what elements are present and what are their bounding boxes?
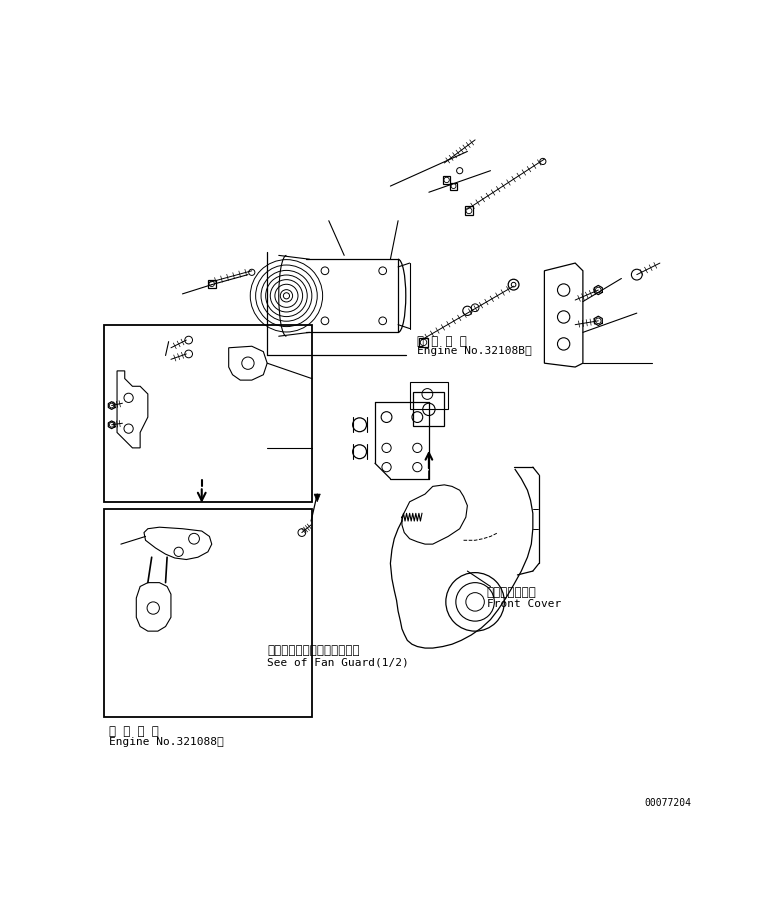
Text: 適 用 号 機: 適 用 号 機 xyxy=(110,725,160,738)
Bar xyxy=(104,325,312,502)
Text: Engine No.32108B～: Engine No.32108B～ xyxy=(417,346,532,356)
Bar xyxy=(410,383,448,409)
Bar xyxy=(419,338,428,347)
Text: ファンガード（１／２）参照: ファンガード（１／２）参照 xyxy=(267,644,360,657)
Bar xyxy=(443,176,450,184)
Text: Engine No.321088～: Engine No.321088～ xyxy=(110,737,224,747)
Bar xyxy=(413,393,444,426)
Text: 00077204: 00077204 xyxy=(644,798,692,808)
Text: フロントカバー: フロントカバー xyxy=(486,586,537,599)
Text: See of Fan Guard(1/2): See of Fan Guard(1/2) xyxy=(267,657,409,667)
Text: Front Cover: Front Cover xyxy=(486,599,561,609)
Bar xyxy=(208,280,216,288)
Bar xyxy=(450,183,457,190)
Text: 適 用 号 機: 適 用 号 機 xyxy=(417,335,467,347)
Bar xyxy=(104,509,312,717)
Bar xyxy=(465,206,473,215)
Polygon shape xyxy=(314,494,321,502)
